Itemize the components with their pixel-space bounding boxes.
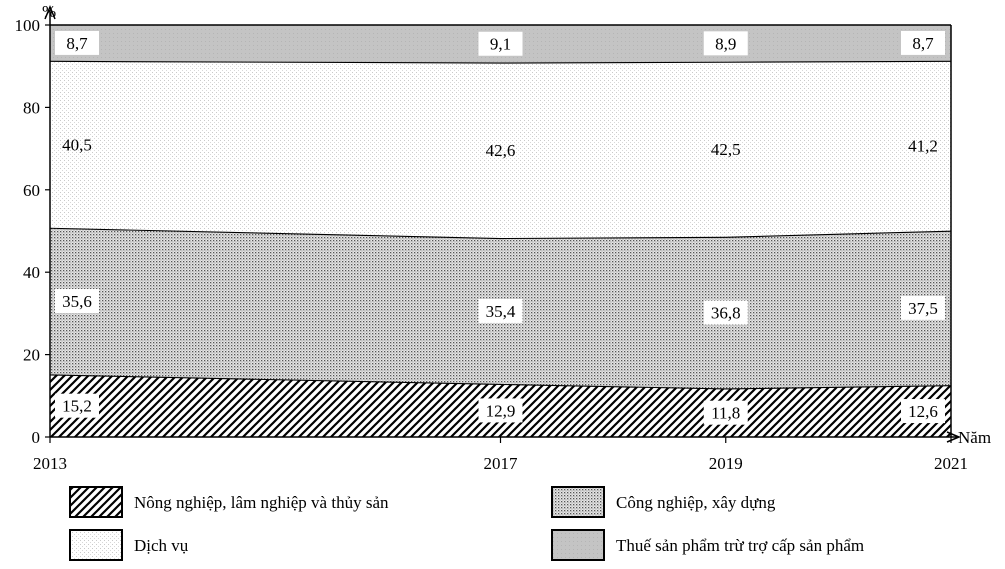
legend-label: Thuế sản phẩm trừ trợ cấp sản phẩm [616, 536, 864, 555]
legend-item-1: Công nghiệp, xây dựng [551, 486, 776, 518]
data-label-text: 12,6 [908, 402, 938, 421]
legend-swatch [551, 529, 605, 561]
data-label-box [703, 300, 748, 325]
y-tick-label: 100 [15, 16, 41, 35]
data-label-3-3: 8,7 [901, 30, 945, 55]
data-label-text: 9,1 [490, 35, 511, 54]
data-label-box [55, 393, 99, 418]
area-layers [49, 24, 952, 437]
data-label-text: 41,2 [908, 137, 938, 156]
x-tick-label: 2021 [934, 454, 968, 473]
data-label-2-1: 42,6 [486, 141, 516, 160]
data-label-box [901, 30, 945, 55]
y-axis-arrow [44, 5, 56, 20]
data-label-0-3: 12,6 [901, 399, 945, 424]
data-label-text: 8,7 [912, 34, 934, 53]
data-label-1-0: 35,6 [55, 289, 99, 314]
x-tick-label: 2019 [709, 454, 743, 473]
data-label-box [478, 298, 523, 323]
x-tick-label: 2013 [33, 454, 67, 473]
data-label-box [901, 295, 945, 320]
data-label-0-1: 12,9 [478, 398, 523, 423]
y-axis-title: % [42, 2, 56, 21]
legend-swatch [69, 486, 123, 518]
data-label-0-0: 15,2 [55, 393, 99, 418]
y-tick-label: 60 [23, 181, 40, 200]
area-2 [50, 60, 951, 238]
data-label-text: 35,4 [486, 302, 516, 321]
data-label-text: 40,5 [62, 135, 92, 154]
x-axis-title: Năm [958, 428, 991, 447]
data-label-text: 42,5 [711, 140, 741, 159]
data-label-text: 35,6 [62, 292, 92, 311]
data-label-3-1: 9,1 [478, 31, 523, 56]
data-label-3-0: 8,7 [55, 30, 99, 55]
legend: Nông nghiệp, lâm nghiệp và thủy sản Công … [69, 486, 864, 561]
axes: 0 20 40 60 80 100 2013 2017 2019 2021% Năm [15, 2, 992, 473]
legend-item-3: Thuế sản phẩm trừ trợ cấp sản phẩm [551, 529, 864, 561]
data-label-1-2: 36,8 [703, 300, 748, 325]
x-tick-label: 2017 [484, 454, 519, 473]
data-label-3-2: 8,9 [703, 31, 748, 56]
data-label-2-3: 41,2 [908, 137, 938, 156]
data-label-box [703, 31, 748, 56]
legend-label: Công nghiệp, xây dựng [616, 493, 776, 512]
data-label-box [55, 289, 99, 314]
data-label-2-2: 42,5 [711, 140, 741, 159]
data-label-text: 8,9 [715, 34, 736, 53]
data-label-box [478, 398, 523, 423]
data-label-1-1: 35,4 [478, 298, 523, 323]
y-tick-label: 0 [32, 428, 41, 447]
data-label-text: 15,2 [62, 397, 92, 416]
legend-label: Nông nghiệp, lâm nghiệp và thủy sản [134, 493, 389, 512]
y-tick-label: 20 [23, 346, 40, 365]
data-label-1-3: 37,5 [901, 295, 945, 320]
legend-label: Dịch vụ [134, 536, 189, 555]
legend-item-0: Nông nghiệp, lâm nghiệp và thủy sản [69, 486, 389, 518]
data-label-box [478, 31, 523, 56]
data-label-text: 36,8 [711, 304, 741, 323]
data-label-text: 42,6 [486, 141, 516, 160]
y-tick-label: 80 [23, 98, 40, 117]
data-label-0-2: 11,8 [703, 400, 748, 425]
data-label-box [703, 400, 748, 425]
legend-swatch [551, 486, 605, 518]
data-label-text: 8,7 [66, 34, 88, 53]
data-label-text: 11,8 [711, 404, 740, 423]
data-labels: 15,2 12,9 11,8 12,6 35,6 35,4 36,8 37,5 40,5 42,6… [55, 30, 945, 425]
data-label-box [901, 399, 945, 424]
data-label-2-0: 40,5 [62, 135, 92, 154]
data-label-box [55, 30, 99, 55]
data-label-text: 37,5 [908, 299, 938, 318]
data-label-text: 12,9 [486, 401, 516, 420]
legend-swatch [69, 529, 123, 561]
legend-item-2: Dịch vụ [69, 529, 189, 561]
y-tick-label: 40 [23, 263, 40, 282]
